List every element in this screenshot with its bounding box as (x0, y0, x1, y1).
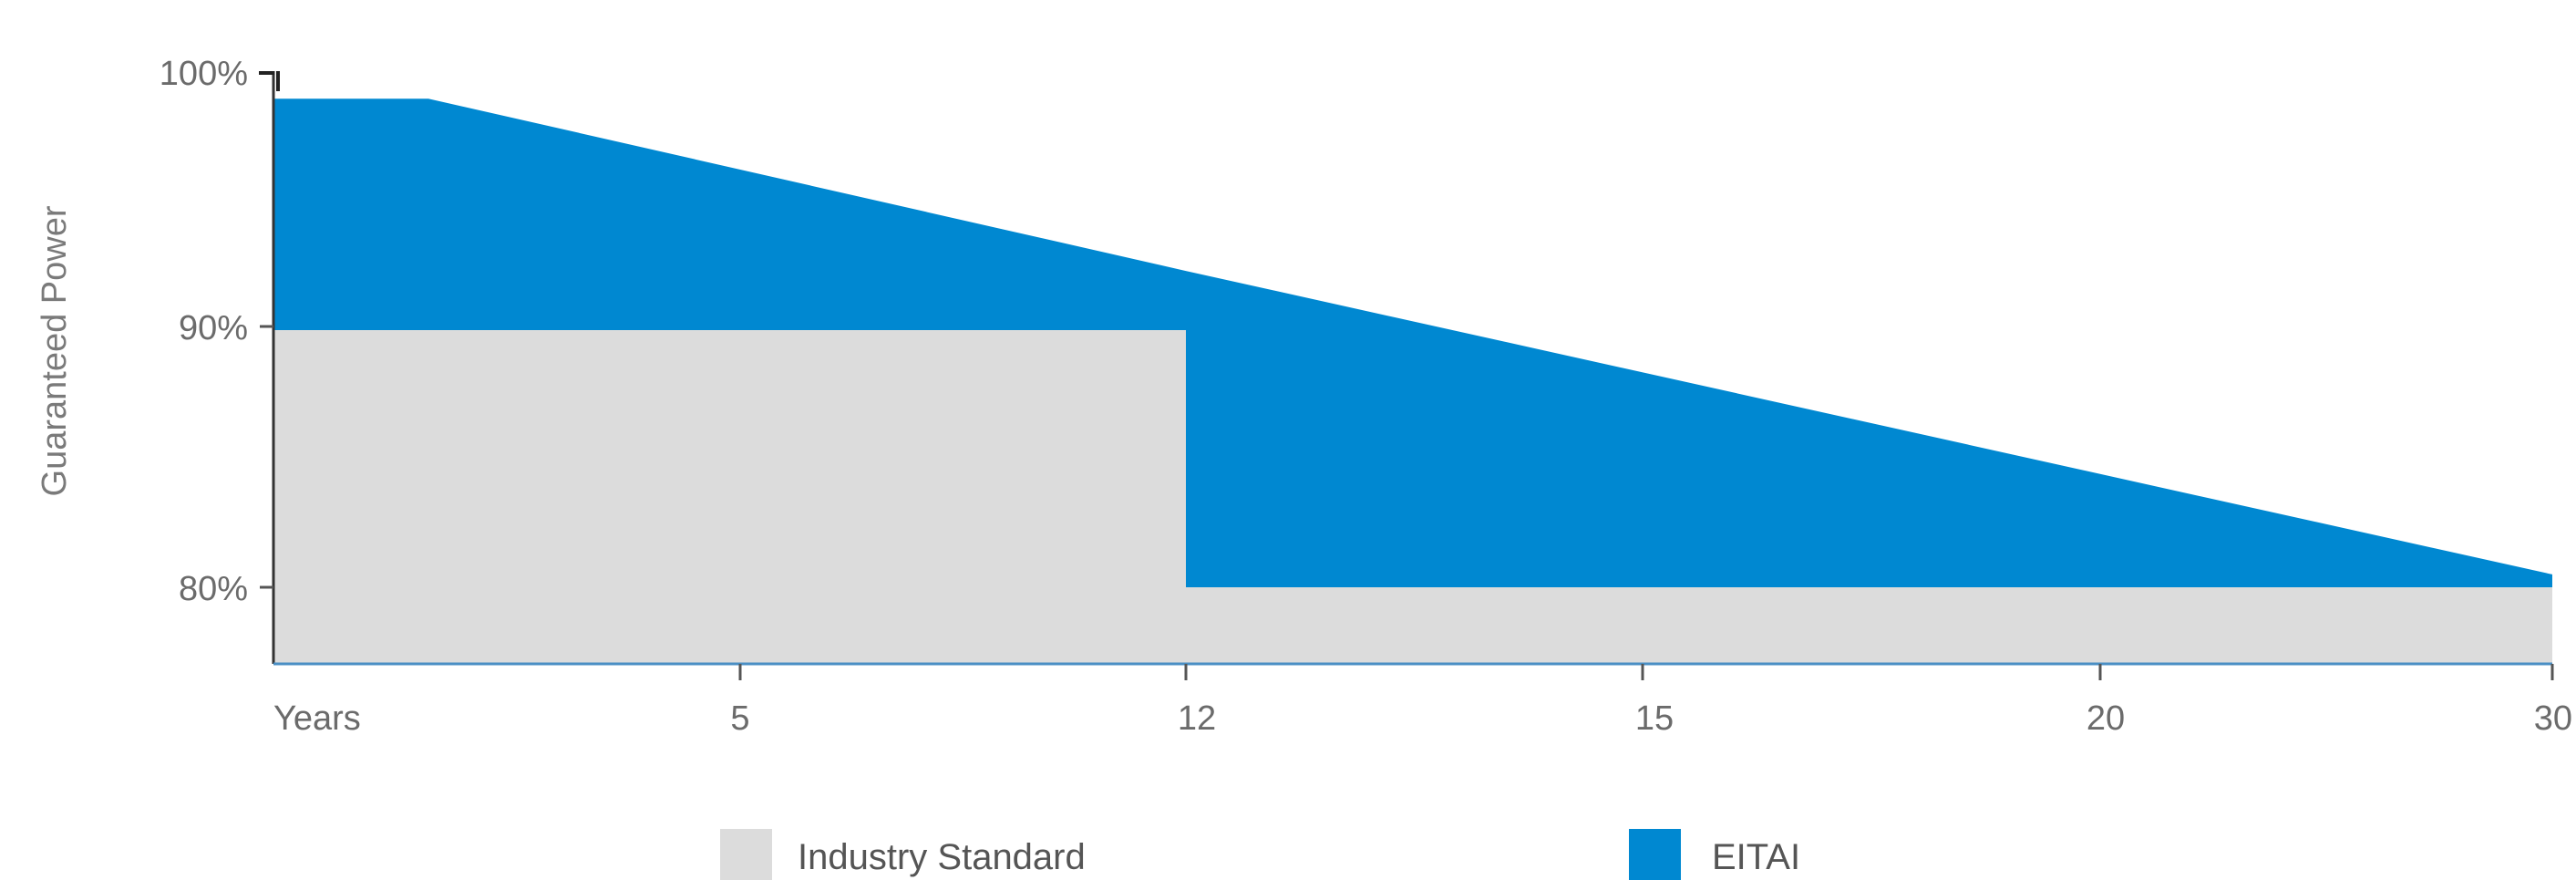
legend-swatch-eitai (1629, 829, 1681, 880)
y-tick-label-100: 100% (160, 55, 248, 93)
x-tick-label-20: 20 (2087, 699, 2125, 738)
x-tick-label-30: 30 (2534, 699, 2572, 738)
x-tick-label-12: 12 (1178, 699, 1216, 738)
x-tick-label-years: Years (273, 699, 361, 738)
y-tick-label-80: 80% (179, 570, 248, 608)
x-tick-label-15: 15 (1635, 699, 1674, 738)
legend-label-industry-standard: Industry Standard (798, 837, 1086, 877)
x-tick-label-5: 5 (730, 699, 749, 738)
legend-swatch-industry-standard (720, 829, 772, 880)
y-tick-label-90: 90% (179, 309, 248, 347)
industry-standard-area (273, 330, 2552, 664)
y-axis-title: Guaranteed Power (36, 205, 74, 496)
legend-label-eitai: EITAI (1712, 837, 1800, 877)
